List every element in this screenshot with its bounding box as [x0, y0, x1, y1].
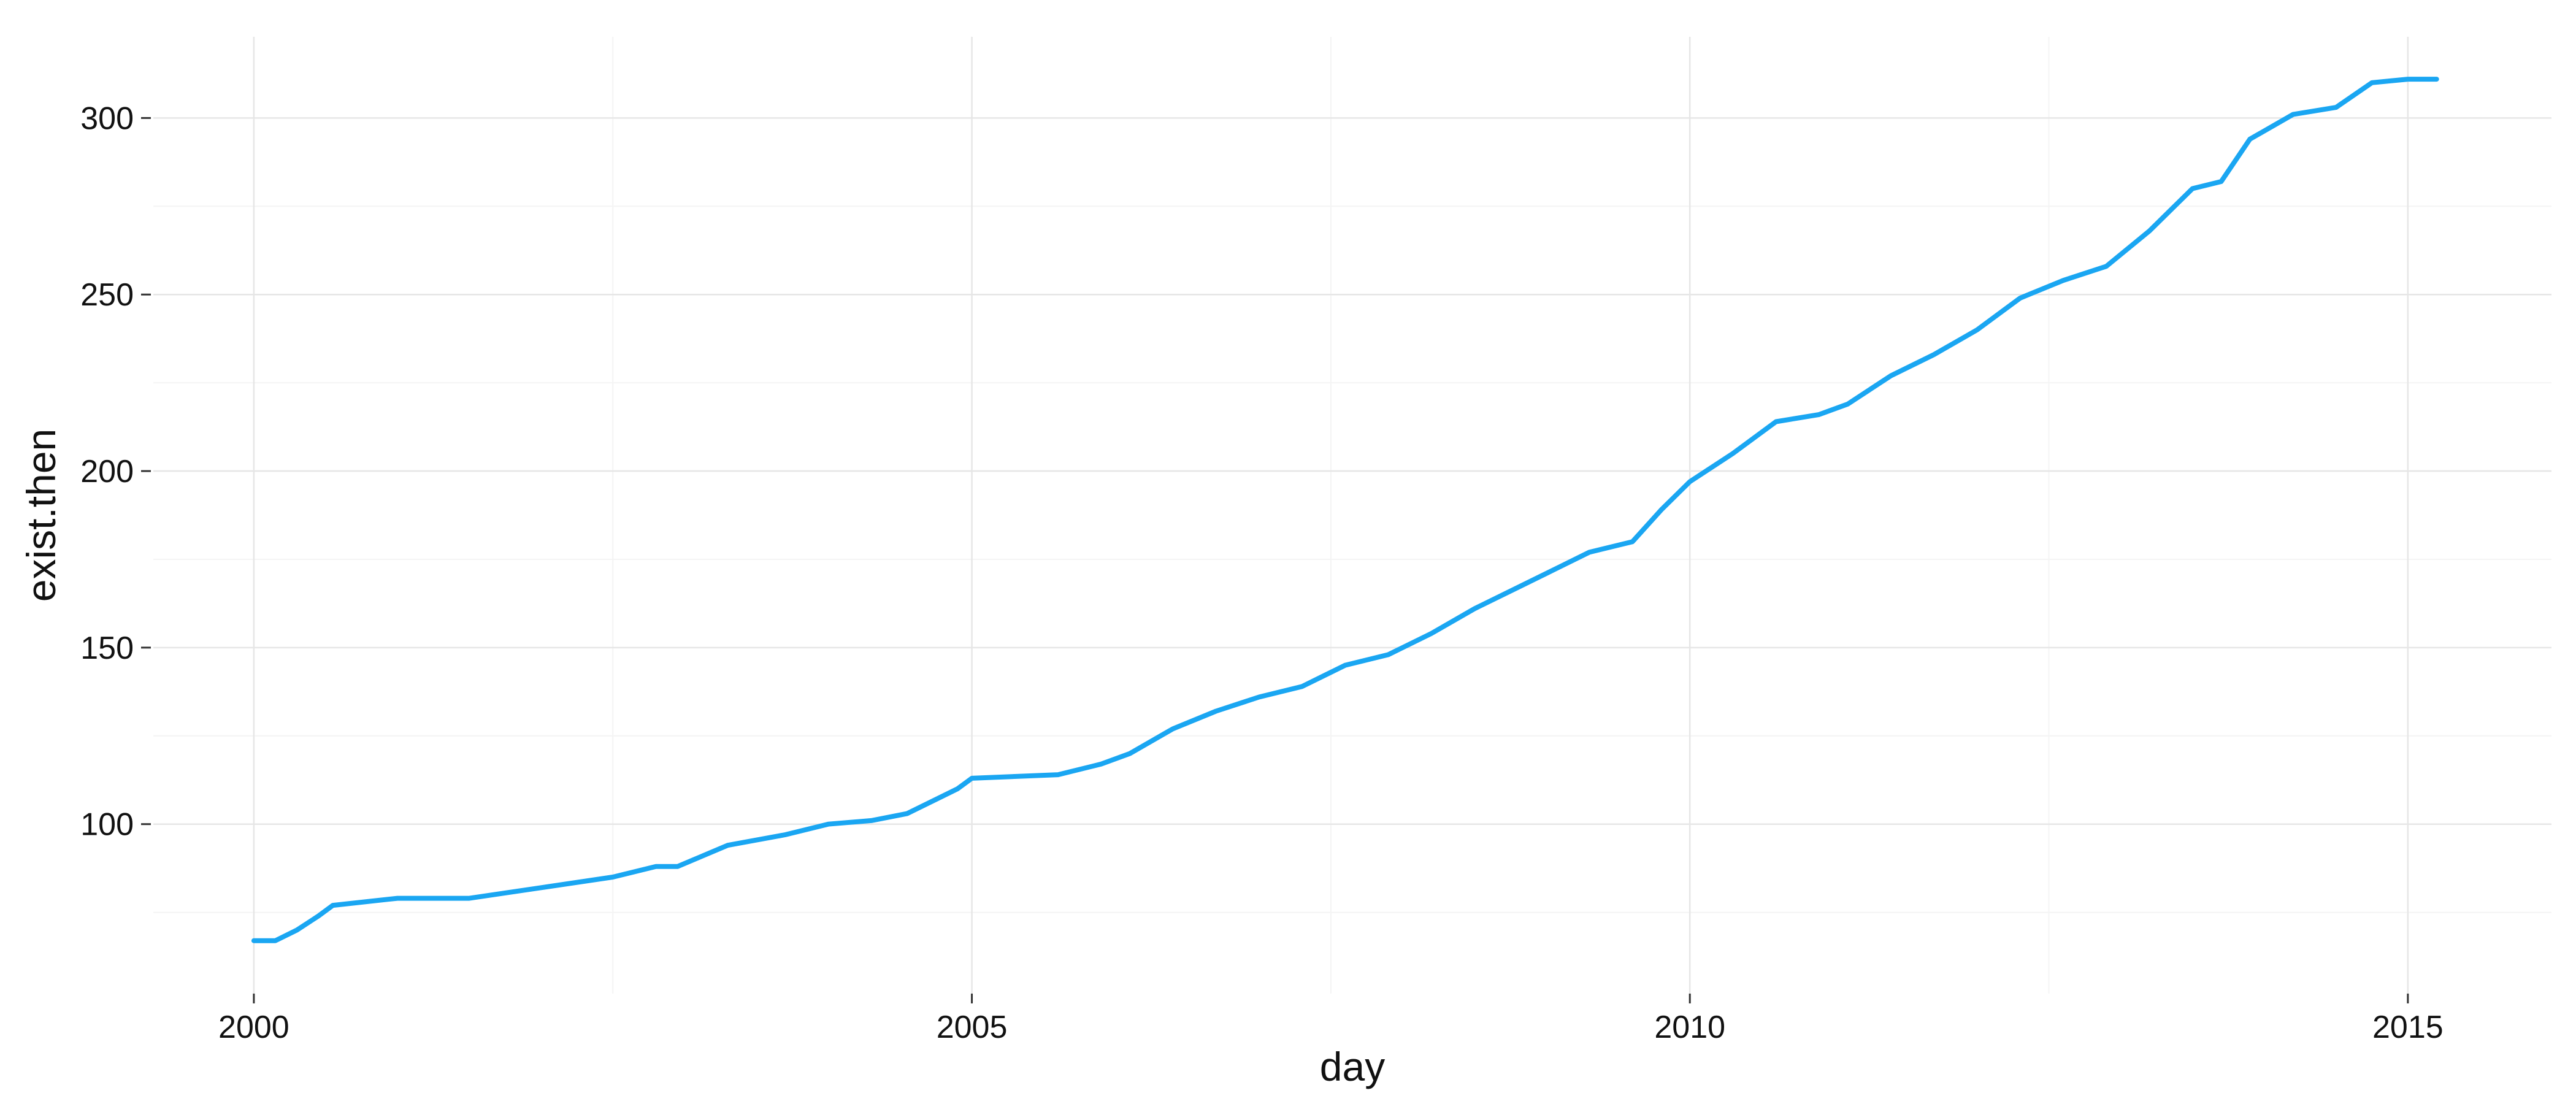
x-tick-label: 2005 [937, 1010, 1008, 1045]
x-tick-label: 2000 [218, 1010, 289, 1045]
series-line [251, 77, 2439, 943]
y-tick-label: 100 [80, 807, 134, 843]
series-layer [251, 77, 2439, 943]
y-tick-label: 300 [80, 101, 134, 136]
x-tick-label: 2010 [1654, 1010, 1725, 1045]
x-tick-label: 2015 [2372, 1010, 2444, 1045]
grid-layer [153, 37, 2551, 994]
y-tick-label: 250 [80, 277, 134, 313]
y-tick-label: 150 [80, 631, 134, 666]
tick-layer: 2000 2005 2010 2015 100 150 200 250 300 [80, 101, 2443, 1045]
y-axis-title: exist.then [18, 429, 64, 602]
y-tick-label: 200 [80, 454, 134, 489]
x-axis-title: day [1320, 1044, 1385, 1089]
